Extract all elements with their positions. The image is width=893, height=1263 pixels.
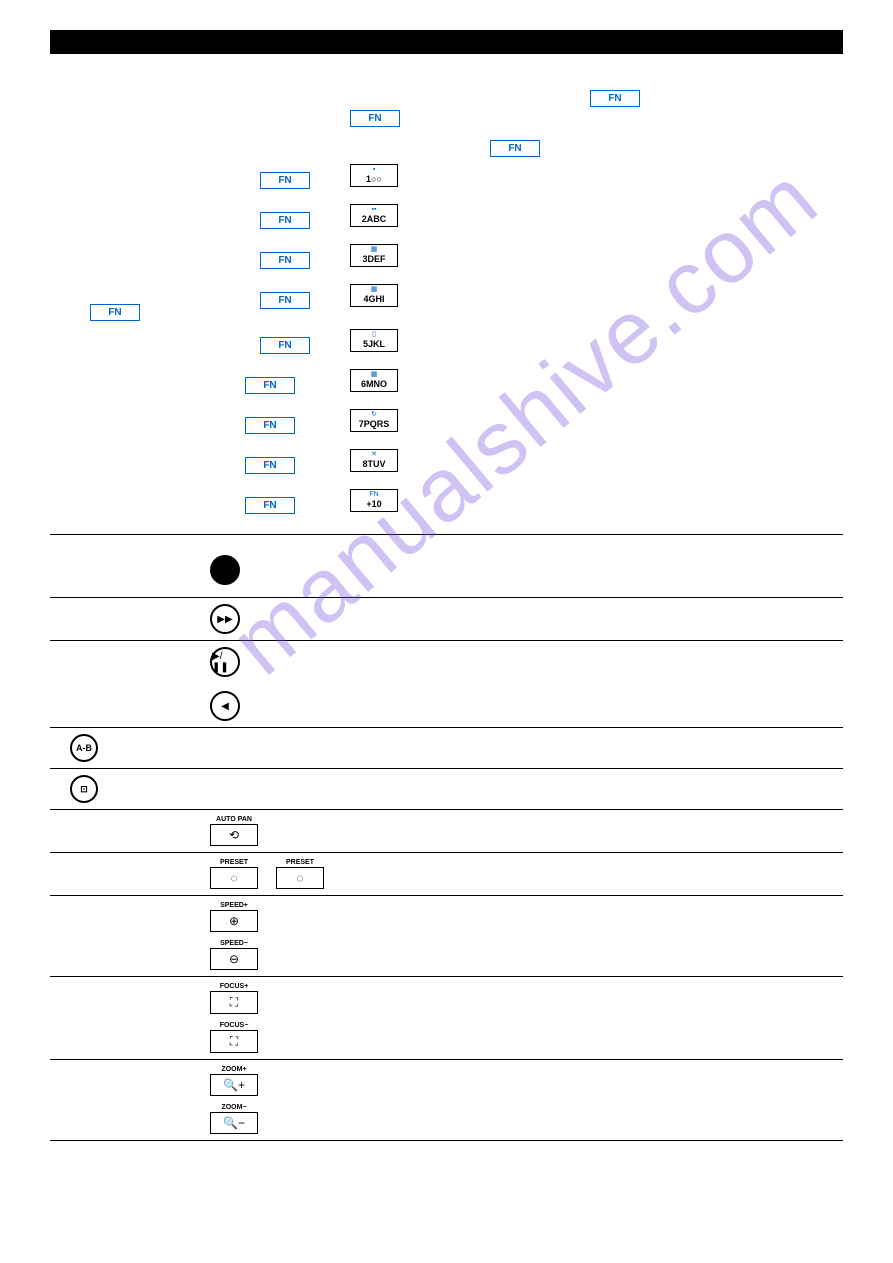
control-row: SPEED+⊕: [50, 898, 843, 936]
divider: [50, 852, 843, 853]
control-row: FOCUS+⛶: [50, 979, 843, 1018]
divider: [50, 809, 843, 810]
button-label: ZOOM−: [221, 1104, 246, 1111]
button-label: AUTO PAN: [216, 816, 252, 823]
number-button: ▪▪2ABC: [350, 204, 398, 227]
divider: [50, 1140, 843, 1141]
mode-icon: ⊡: [70, 775, 98, 803]
header-black-bar: [50, 30, 843, 54]
button-label: SPEED−: [220, 940, 248, 947]
number-button: ↻7PQRS: [350, 409, 398, 432]
control-button: 🔍+: [210, 1074, 258, 1096]
divider: [50, 895, 843, 896]
control-row: ⊡: [50, 771, 843, 807]
control-row: PRESET◌PRESET◌: [50, 855, 843, 893]
fn-button: FN: [245, 497, 295, 514]
divider: [50, 976, 843, 977]
fn-button: FN: [350, 110, 400, 127]
fn-button: FN: [260, 172, 310, 189]
divider: [50, 534, 843, 535]
number-button: ▦6MNO: [350, 369, 398, 392]
control-button: ⊖: [210, 948, 258, 970]
playback-icon: ▶/❚❚: [210, 647, 240, 677]
control-button: ⛶: [210, 1030, 258, 1053]
control-row: ▶/❚❚: [50, 643, 843, 681]
control-row: [50, 537, 843, 595]
divider: [50, 768, 843, 769]
control-button: ⊕: [210, 910, 258, 932]
preset-button: ◌: [276, 867, 324, 889]
number-button: ▯5JKL: [350, 329, 398, 352]
preset-button: ◌: [210, 867, 258, 889]
divider: [50, 727, 843, 728]
button-label: PRESET: [286, 859, 314, 866]
control-row: ◀: [50, 687, 843, 725]
fn-button: FN: [245, 377, 295, 394]
controls-section: ▶▶▶/❚❚◀A-B⊡AUTO PAN⟲PRESET◌PRESET◌SPEED+…: [50, 537, 843, 1141]
control-button: ⟲: [210, 824, 258, 846]
top-button-grid: FN FN FN FN FN ▪1○○ FN ▪▪2ABC FN ▦3DEF FN ▦4GHI FN ▯5…: [50, 62, 843, 532]
control-row: SPEED−⊖: [50, 936, 843, 974]
button-label: SPEED+: [220, 902, 248, 909]
number-button: ▦4GHI: [350, 284, 398, 307]
fn-button: FN: [245, 457, 295, 474]
fn-button: FN: [245, 417, 295, 434]
divider: [50, 1059, 843, 1060]
control-row: A-B: [50, 730, 843, 766]
fn-button: FN: [260, 292, 310, 309]
fn-button: FN: [260, 212, 310, 229]
divider: [50, 597, 843, 598]
control-row: ZOOM−🔍−: [50, 1100, 843, 1138]
fn-button: FN: [490, 140, 540, 157]
control-button: 🔍−: [210, 1112, 258, 1134]
button-label: PRESET: [220, 859, 248, 866]
playback-icon: ▶▶: [210, 604, 240, 634]
record-icon: [210, 555, 240, 585]
control-row: AUTO PAN⟲: [50, 812, 843, 850]
fn-button: FN: [90, 304, 140, 321]
mode-icon: A-B: [70, 734, 98, 762]
control-row: FOCUS−⛶: [50, 1018, 843, 1057]
button-label: ZOOM+: [221, 1066, 246, 1073]
fn-button: FN: [260, 252, 310, 269]
playback-icon: ◀: [210, 691, 240, 721]
control-button: ⛶: [210, 991, 258, 1014]
fn-button: FN: [590, 90, 640, 107]
divider: [50, 640, 843, 641]
button-label: FOCUS+: [220, 983, 249, 990]
number-button: ▪1○○: [350, 164, 398, 187]
number-button: FN+10: [350, 489, 398, 512]
control-row: ▶▶: [50, 600, 843, 638]
number-button: ✕8TUV: [350, 449, 398, 472]
button-label: FOCUS−: [220, 1022, 249, 1029]
number-button: ▦3DEF: [350, 244, 398, 267]
fn-button: FN: [260, 337, 310, 354]
control-row: ZOOM+🔍+: [50, 1062, 843, 1100]
